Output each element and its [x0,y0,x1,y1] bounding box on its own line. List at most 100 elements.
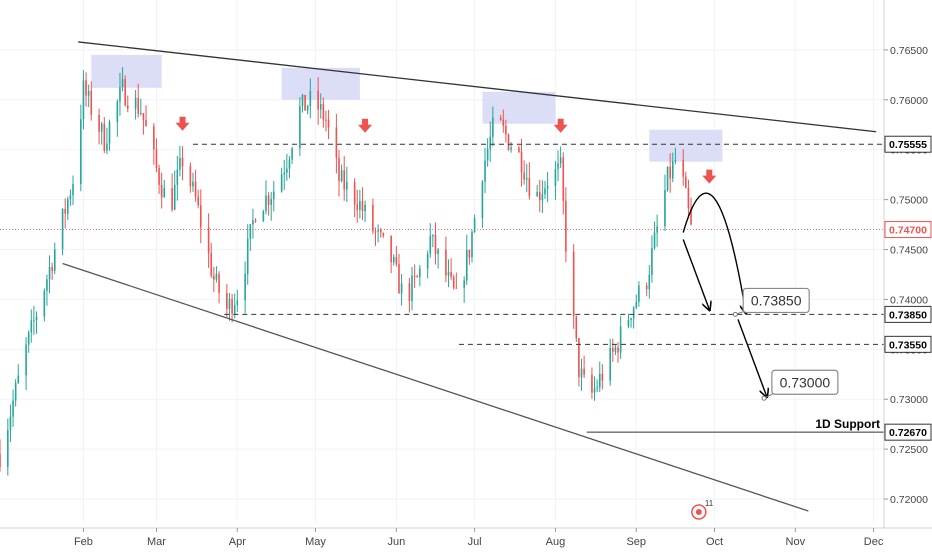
candle[interactable] [343,156,346,201]
candle[interactable] [455,272,458,289]
candle[interactable] [538,179,541,213]
candle[interactable] [510,142,512,153]
candle[interactable] [671,152,674,183]
callout-73000[interactable]: 0.73000 [761,369,839,401]
candle[interactable] [379,227,382,238]
candle[interactable] [346,166,348,203]
candle[interactable] [145,105,147,127]
candle[interactable] [153,123,155,165]
candle[interactable] [7,418,9,476]
candle[interactable] [361,187,364,221]
candle[interactable] [591,367,593,399]
scenario-arrow-extended[interactable] [737,319,767,396]
candle[interactable] [536,185,538,197]
candle[interactable] [72,175,74,206]
candle[interactable] [124,75,126,107]
candle[interactable] [473,214,476,233]
candle[interactable] [309,78,312,119]
candle[interactable] [666,166,669,192]
candle[interactable] [189,162,192,193]
candle[interactable] [541,180,544,214]
candle[interactable] [499,115,502,121]
candle[interactable] [447,259,450,288]
sell-arrow-icon[interactable] [175,116,190,131]
candle[interactable] [82,70,85,130]
candle[interactable] [179,145,181,177]
supply-zone[interactable] [649,129,723,162]
candle[interactable] [304,94,306,111]
candle[interactable] [199,189,202,244]
candle[interactable] [546,171,549,203]
candle[interactable] [468,249,471,265]
candle[interactable] [87,84,90,107]
candle[interactable] [283,159,286,190]
candle[interactable] [434,222,437,265]
candle[interactable] [236,289,239,312]
candle[interactable] [426,250,429,279]
candle[interactable] [66,196,69,221]
candle[interactable] [445,236,447,283]
candle[interactable] [51,262,53,280]
candle[interactable] [687,179,690,219]
candle[interactable] [682,149,685,186]
candle[interactable] [609,338,612,386]
candle[interactable] [518,145,520,153]
candle[interactable] [635,294,638,310]
candle[interactable] [359,189,361,219]
candle[interactable] [413,264,416,288]
candle[interactable] [137,83,140,118]
price-axis[interactable]: 0.765000.760000.755000.750000.745000.740… [883,0,932,528]
candle[interactable] [572,244,575,329]
candle[interactable] [262,209,265,222]
supply-zone[interactable] [91,54,162,88]
candle[interactable] [322,97,325,128]
candle[interactable] [528,162,531,200]
candle[interactable] [562,152,565,215]
candle[interactable] [231,293,233,323]
candle[interactable] [377,224,379,243]
candle[interactable] [627,313,630,329]
candle[interactable] [619,316,622,359]
candle[interactable] [398,253,400,294]
candle[interactable] [356,189,359,223]
candle[interactable] [207,213,210,268]
candle[interactable] [160,172,163,209]
candle[interactable] [429,223,432,258]
candle[interactable] [90,81,93,121]
candle[interactable] [432,234,434,248]
candle[interactable] [163,180,166,198]
sell-arrow-icon[interactable] [553,118,568,133]
candle[interactable] [64,198,67,229]
candle[interactable] [142,113,145,135]
candle[interactable] [69,189,72,207]
candle[interactable] [119,72,121,116]
candle[interactable] [544,181,546,199]
candle[interactable] [173,170,176,211]
candle[interactable] [252,208,254,239]
candle[interactable] [192,172,194,192]
candle[interactable] [176,155,179,201]
candle[interactable] [317,77,319,125]
candle[interactable] [617,342,619,363]
candle[interactable] [645,282,648,297]
candle[interactable] [557,150,559,182]
sell-arrow-icon[interactable] [358,118,373,133]
candle[interactable] [335,113,338,174]
candle[interactable] [419,264,421,287]
candle[interactable] [194,169,197,202]
candle[interactable] [437,247,439,269]
candle[interactable] [601,364,604,390]
candle[interactable] [244,261,246,314]
candle[interactable] [340,164,343,183]
candle[interactable] [520,138,523,187]
candle[interactable] [596,379,598,393]
candle[interactable] [306,104,309,115]
candle[interactable] [226,283,228,317]
candle[interactable] [100,121,103,145]
candle[interactable] [280,167,283,193]
candle[interactable] [301,93,304,113]
candle[interactable] [653,221,656,250]
candle[interactable] [408,278,411,313]
candle[interactable] [27,330,30,353]
candle[interactable] [559,146,562,168]
